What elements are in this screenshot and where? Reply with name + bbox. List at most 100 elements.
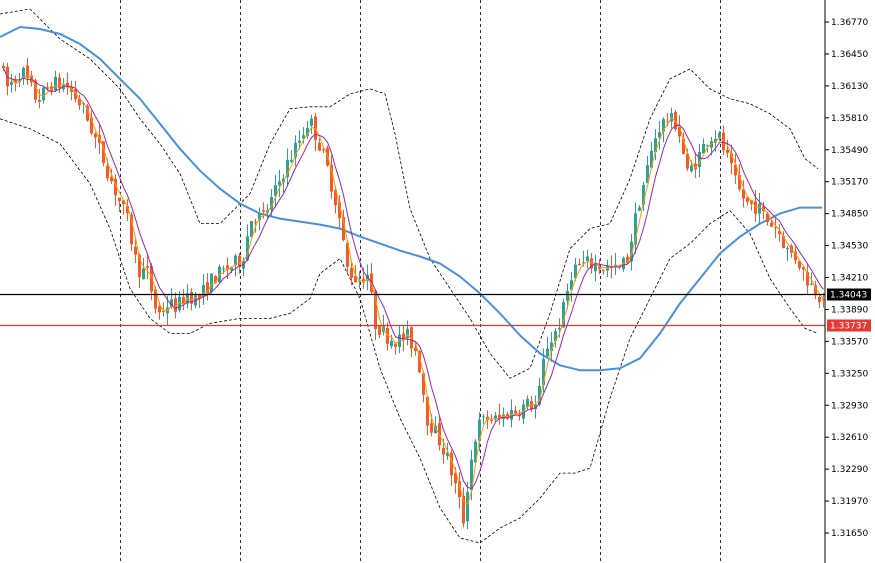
candle-body-147 bbox=[590, 258, 593, 269]
candle-131 bbox=[526, 395, 529, 411]
candle-body-144 bbox=[578, 263, 581, 266]
candle-body-138 bbox=[554, 331, 557, 342]
candle-body-55 bbox=[222, 268, 225, 270]
candle-body-73 bbox=[294, 142, 297, 158]
candle-body-133 bbox=[534, 404, 537, 410]
candle-body-160 bbox=[642, 185, 645, 205]
candle-53 bbox=[214, 275, 217, 283]
y-tick-label-7: 1.34530 bbox=[831, 242, 868, 252]
candle-148 bbox=[594, 254, 597, 282]
candle-75 bbox=[302, 127, 305, 144]
candle-body-175 bbox=[702, 143, 705, 154]
candle-70 bbox=[282, 174, 285, 193]
candle-163 bbox=[654, 129, 657, 161]
candle-body-173 bbox=[694, 163, 697, 170]
candle-body-85 bbox=[342, 217, 345, 241]
candle-body-106 bbox=[426, 396, 429, 426]
candle-body-205 bbox=[822, 299, 825, 301]
y-tick-label-15: 1.31970 bbox=[831, 497, 868, 507]
candle-body-158 bbox=[634, 213, 637, 245]
candle-191 bbox=[766, 212, 769, 226]
moving-average-fast bbox=[3, 67, 824, 506]
candle-203 bbox=[814, 280, 817, 300]
candle-body-67 bbox=[270, 197, 273, 210]
candle-173 bbox=[694, 152, 697, 179]
candle-body-64 bbox=[258, 212, 261, 220]
candle-body-58 bbox=[234, 255, 237, 266]
candle-body-33 bbox=[134, 246, 137, 255]
candle-body-203 bbox=[814, 285, 817, 296]
candle-20 bbox=[82, 101, 85, 114]
candle-138 bbox=[554, 328, 557, 348]
candle-body-169 bbox=[678, 127, 681, 137]
candle-189 bbox=[758, 192, 761, 225]
candle-body-108 bbox=[434, 426, 437, 434]
candle-120 bbox=[482, 413, 485, 425]
candle-10 bbox=[42, 86, 45, 104]
candle-19 bbox=[78, 94, 81, 110]
candle-140 bbox=[562, 298, 565, 328]
candle-body-124 bbox=[498, 414, 501, 418]
candle-body-186 bbox=[746, 197, 749, 202]
candle-112 bbox=[450, 449, 453, 486]
candle-126 bbox=[506, 411, 509, 421]
candle-body-132 bbox=[530, 401, 533, 410]
candle-79 bbox=[318, 138, 321, 151]
candle-body-62 bbox=[250, 221, 253, 237]
candle-body-36 bbox=[146, 266, 149, 268]
candle-184 bbox=[738, 164, 741, 192]
candle-106 bbox=[426, 396, 429, 436]
candle-body-182 bbox=[730, 153, 733, 164]
candle-body-145 bbox=[582, 262, 585, 264]
candle-body-102 bbox=[410, 327, 413, 349]
candle-40 bbox=[162, 302, 165, 317]
price-label-box-0 bbox=[827, 288, 871, 301]
candle-15 bbox=[62, 77, 65, 92]
candle-143 bbox=[574, 257, 577, 281]
candle-204 bbox=[818, 295, 821, 309]
candle-body-69 bbox=[278, 181, 281, 186]
candle-body-193 bbox=[774, 227, 777, 229]
candle-102 bbox=[410, 326, 413, 358]
candle-body-136 bbox=[546, 348, 549, 357]
candle-body-104 bbox=[418, 351, 421, 373]
candle-174 bbox=[698, 143, 701, 178]
candle-body-185 bbox=[742, 189, 745, 199]
candle-50 bbox=[202, 274, 205, 305]
candle-47 bbox=[190, 288, 193, 311]
candle-body-137 bbox=[550, 342, 553, 352]
candle-body-51 bbox=[206, 282, 209, 294]
candle-36 bbox=[146, 254, 149, 280]
candle-body-112 bbox=[450, 452, 453, 476]
candle-body-15 bbox=[62, 85, 65, 90]
candle-body-71 bbox=[286, 159, 289, 178]
candle-body-17 bbox=[70, 86, 73, 92]
candle-body-11 bbox=[46, 87, 49, 89]
candle-85 bbox=[342, 209, 345, 242]
candle-body-44 bbox=[178, 296, 181, 311]
candle-146 bbox=[586, 249, 589, 269]
candle-92 bbox=[370, 263, 373, 295]
price-axis-ticks: 1.36770 1.36450 1.36130 1.35810 1.35490 1.351… bbox=[825, 18, 868, 539]
candle-72 bbox=[290, 150, 293, 163]
candle-body-180 bbox=[722, 132, 725, 151]
candle-30 bbox=[122, 200, 125, 215]
candle-body-0 bbox=[2, 65, 5, 69]
candle-body-25 bbox=[102, 141, 105, 164]
candle-76 bbox=[306, 121, 309, 139]
candle-body-89 bbox=[358, 280, 361, 282]
candle-170 bbox=[682, 132, 685, 155]
candle-body-122 bbox=[490, 419, 493, 421]
candle-body-172 bbox=[690, 165, 693, 172]
price-label-box-1 bbox=[827, 319, 871, 332]
candle-21 bbox=[86, 103, 89, 122]
y-tick-label-11: 1.33250 bbox=[831, 369, 868, 379]
candle-body-101 bbox=[406, 329, 409, 339]
y-tick-label-2: 1.36130 bbox=[831, 82, 868, 92]
candle-body-82 bbox=[330, 164, 333, 192]
candle-23 bbox=[94, 132, 97, 149]
candle-body-18 bbox=[74, 89, 77, 100]
candle-body-65 bbox=[262, 210, 265, 212]
candle-164 bbox=[658, 121, 661, 150]
